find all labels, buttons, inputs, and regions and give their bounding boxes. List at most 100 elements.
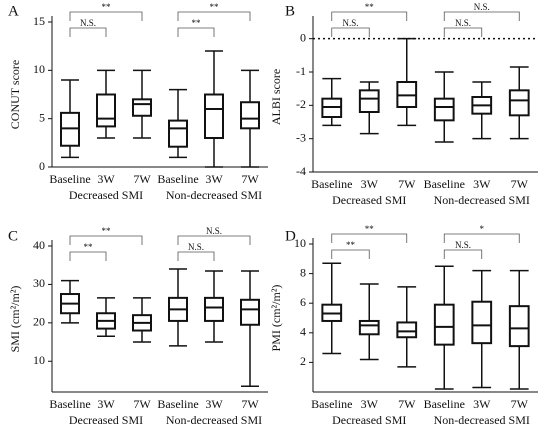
x-tick-label: 3W: [97, 172, 115, 186]
significance-bracket: [177, 11, 251, 21]
significance-bracket: [443, 233, 520, 243]
x-tick-label: 3W: [473, 177, 491, 191]
significance-label: N.S.: [455, 240, 471, 250]
significance-label: **: [102, 226, 112, 236]
x-tick-label: Baseline: [311, 177, 352, 191]
x-tick-label: 7W: [241, 172, 259, 186]
significance-bracket: [331, 27, 370, 37]
x-tick-label: 3W: [473, 397, 491, 411]
box: [240, 101, 260, 130]
y-tick-label: 10: [33, 62, 45, 76]
significance-bracket: [331, 249, 370, 259]
significance-bracket: [69, 11, 143, 21]
panel-label: D: [285, 228, 296, 244]
panel-label: C: [8, 228, 18, 244]
y-tick-label: -3: [296, 130, 306, 144]
box: [508, 89, 530, 117]
group-label: Decreased SMI: [69, 413, 143, 427]
x-tick-label: 7W: [241, 397, 259, 411]
x-tick-label: 7W: [398, 177, 416, 191]
group-label: Decreased SMI: [332, 193, 406, 207]
significance-label: N.S.: [188, 242, 204, 252]
significance-bracket: [331, 11, 408, 21]
significance-label: **: [346, 240, 356, 250]
group-label: Decreased SMI: [69, 188, 143, 202]
group-label: Non-decreased SMI: [434, 193, 530, 207]
x-tick-label: 7W: [133, 172, 151, 186]
x-tick-label: Baseline: [49, 397, 90, 411]
significance-label: **: [210, 2, 220, 12]
y-tick-label: 10: [33, 353, 45, 367]
y-tick-label: 40: [33, 238, 45, 252]
y-tick-label: -1: [296, 64, 306, 78]
significance-label: **: [365, 224, 375, 234]
x-tick-label: 7W: [511, 177, 529, 191]
box: [204, 93, 224, 139]
panel-label: A: [8, 3, 19, 19]
y-tick-label: 0: [39, 159, 45, 173]
box: [132, 98, 152, 117]
y-tick-label: 6: [300, 295, 306, 309]
significance-bracket: [69, 251, 107, 261]
y-tick-label: 2: [300, 354, 306, 368]
x-tick-label: Baseline: [311, 397, 352, 411]
significance-label: **: [365, 2, 375, 12]
x-tick-label: 3W: [205, 172, 223, 186]
x-tick-label: 3W: [205, 397, 223, 411]
significance-label: **: [84, 242, 94, 252]
significance-bracket: [177, 235, 251, 245]
significance-label: N.S.: [474, 2, 490, 12]
significance-label: N.S.: [80, 18, 96, 28]
box: [358, 89, 380, 114]
significance-bracket: [443, 27, 483, 37]
box: [358, 319, 380, 336]
y-axis-label: ALBI score: [269, 69, 283, 125]
significance-bracket: [331, 233, 408, 243]
box: [433, 303, 455, 346]
significance-bracket: [443, 11, 520, 21]
significance-bracket: [443, 249, 483, 259]
group-label: Non-decreased SMI: [434, 413, 530, 427]
box: [96, 93, 116, 128]
box: [433, 97, 455, 122]
box: [204, 296, 224, 322]
group-label: Non-decreased SMI: [166, 413, 262, 427]
y-tick-label: 20: [33, 315, 45, 329]
x-tick-label: 3W: [361, 397, 379, 411]
box: [508, 305, 530, 348]
significance-label: N.S.: [206, 226, 222, 236]
y-tick-label: -2: [296, 97, 306, 111]
x-tick-label: Baseline: [49, 172, 90, 186]
x-tick-label: Baseline: [424, 397, 465, 411]
x-tick-label: 3W: [97, 397, 115, 411]
significance-bracket: [69, 235, 143, 245]
significance-label: *: [480, 224, 485, 234]
significance-bracket: [69, 27, 107, 37]
y-tick-label: 0: [300, 30, 306, 44]
box: [168, 119, 188, 148]
x-tick-label: Baseline: [424, 177, 465, 191]
panel-label: B: [285, 3, 295, 19]
x-tick-label: 7W: [398, 397, 416, 411]
y-axis-label: CONUT score: [8, 60, 22, 129]
y-tick-label: -4: [296, 164, 306, 178]
y-tick-label: 8: [300, 265, 306, 279]
x-tick-label: 3W: [361, 177, 379, 191]
significance-bracket: [177, 27, 215, 37]
significance-label: **: [102, 2, 112, 12]
y-axis-label: PMI (cm²/m²): [269, 285, 283, 352]
y-axis-label: SMI (cm²/m²): [8, 286, 22, 353]
box: [396, 321, 418, 339]
significance-label: **: [192, 18, 202, 28]
x-tick-label: Baseline: [157, 397, 198, 411]
y-tick-label: 15: [33, 14, 45, 28]
significance-bracket: [177, 251, 215, 261]
x-tick-label: 7W: [511, 397, 529, 411]
group-label: Non-decreased SMI: [166, 188, 262, 202]
x-tick-label: 7W: [133, 397, 151, 411]
group-label: Decreased SMI: [332, 413, 406, 427]
y-tick-label: 5: [39, 110, 45, 124]
significance-label: N.S.: [455, 18, 471, 28]
box: [471, 300, 493, 345]
